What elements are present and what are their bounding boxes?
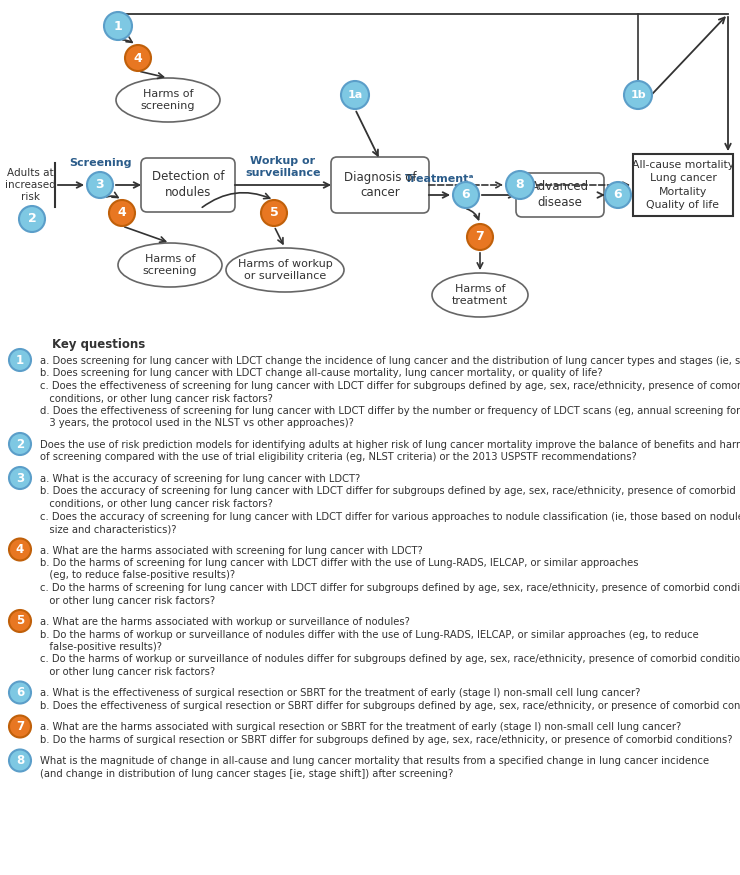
Text: Detection of
nodules: Detection of nodules — [152, 171, 224, 200]
Text: 3: 3 — [16, 472, 24, 485]
Text: a. Does screening for lung cancer with LDCT change the incidence of lung cancer : a. Does screening for lung cancer with L… — [40, 356, 740, 366]
Circle shape — [109, 200, 135, 226]
Circle shape — [9, 716, 31, 738]
Text: Screening: Screening — [69, 158, 131, 168]
Text: conditions, or other lung cancer risk factors?: conditions, or other lung cancer risk fa… — [40, 394, 273, 403]
Text: of screening compared with the use of trial eligibility criteria (eg, NLST crite: of screening compared with the use of tr… — [40, 452, 636, 463]
Text: 7: 7 — [16, 720, 24, 733]
Circle shape — [9, 467, 31, 489]
Text: Harms of workup
or surveillance: Harms of workup or surveillance — [238, 259, 332, 281]
Text: 4: 4 — [16, 543, 24, 556]
Text: or other lung cancer risk factors?: or other lung cancer risk factors? — [40, 596, 215, 605]
Text: What is the magnitude of change in all-cause and lung cancer mortality that resu: What is the magnitude of change in all-c… — [40, 757, 709, 766]
Text: Does the use of risk prediction models for identifying adults at higher risk of : Does the use of risk prediction models f… — [40, 440, 740, 450]
Text: Diagnosis of
cancer: Diagnosis of cancer — [344, 171, 416, 200]
Text: Workup or
surveillance: Workup or surveillance — [245, 157, 320, 178]
Text: 1a: 1a — [347, 90, 363, 100]
Bar — [633, 154, 733, 216]
Text: Adults at
increased
risk: Adults at increased risk — [4, 168, 55, 201]
Text: 2: 2 — [16, 438, 24, 451]
Text: 1b: 1b — [630, 90, 646, 100]
Circle shape — [453, 182, 479, 208]
Text: b. Does the accuracy of screening for lung cancer with LDCT differ for subgroups: b. Does the accuracy of screening for lu… — [40, 487, 736, 496]
Text: a. What is the effectiveness of surgical resection or SBRT for the treatment of : a. What is the effectiveness of surgical… — [40, 689, 640, 698]
Circle shape — [19, 206, 45, 232]
Text: Advanced
disease: Advanced disease — [531, 180, 589, 209]
Text: 3: 3 — [95, 178, 104, 192]
Circle shape — [261, 200, 287, 226]
Text: 4: 4 — [118, 206, 127, 220]
Circle shape — [125, 45, 151, 71]
Circle shape — [87, 172, 113, 198]
Circle shape — [467, 224, 493, 250]
Text: 6: 6 — [462, 188, 471, 201]
Text: 6: 6 — [16, 686, 24, 699]
Text: Harms of
screening: Harms of screening — [143, 254, 198, 276]
Circle shape — [341, 81, 369, 109]
Circle shape — [624, 81, 652, 109]
Text: 2: 2 — [27, 213, 36, 226]
Text: b. Do the harms of screening for lung cancer with LDCT differ with the use of Lu: b. Do the harms of screening for lung ca… — [40, 558, 639, 568]
Circle shape — [104, 12, 132, 40]
Text: (eg, to reduce false-positive results)?: (eg, to reduce false-positive results)? — [40, 570, 235, 580]
Ellipse shape — [432, 273, 528, 317]
Text: 5: 5 — [16, 614, 24, 627]
Text: a. What is the accuracy of screening for lung cancer with LDCT?: a. What is the accuracy of screening for… — [40, 474, 360, 484]
Text: 1: 1 — [16, 354, 24, 367]
Text: a. What are the harms associated with screening for lung cancer with LDCT?: a. What are the harms associated with sc… — [40, 545, 423, 556]
Circle shape — [9, 682, 31, 704]
Text: Key questions: Key questions — [52, 338, 145, 351]
Circle shape — [9, 349, 31, 371]
Text: or other lung cancer risk factors?: or other lung cancer risk factors? — [40, 667, 215, 677]
Text: size and characteristics)?: size and characteristics)? — [40, 524, 177, 534]
Text: c. Does the effectiveness of screening for lung cancer with LDCT differ for subg: c. Does the effectiveness of screening f… — [40, 381, 740, 391]
Text: 7: 7 — [476, 230, 485, 243]
Text: b. Does screening for lung cancer with LDCT change all-cause mortality, lung can: b. Does screening for lung cancer with L… — [40, 368, 602, 379]
Ellipse shape — [118, 243, 222, 287]
Text: 1: 1 — [114, 19, 122, 32]
Text: Treatmentᵃ: Treatmentᵃ — [405, 174, 474, 184]
Text: 8: 8 — [516, 178, 525, 192]
Text: a. What are the harms associated with surgical resection or SBRT for the treatme: a. What are the harms associated with su… — [40, 723, 682, 732]
Text: 5: 5 — [269, 206, 278, 220]
Text: 3 years, the protocol used in the NLST vs other approaches)?: 3 years, the protocol used in the NLST v… — [40, 418, 354, 429]
Circle shape — [506, 171, 534, 199]
Circle shape — [9, 433, 31, 455]
FancyBboxPatch shape — [141, 158, 235, 212]
Ellipse shape — [116, 78, 220, 122]
Text: d. Does the effectiveness of screening for lung cancer with LDCT differ by the n: d. Does the effectiveness of screening f… — [40, 406, 740, 416]
FancyBboxPatch shape — [516, 173, 604, 217]
Text: b. Does the effectiveness of surgical resection or SBRT differ for subgroups def: b. Does the effectiveness of surgical re… — [40, 701, 740, 711]
Text: false-positive results)?: false-positive results)? — [40, 642, 162, 652]
FancyBboxPatch shape — [331, 157, 429, 213]
Text: 8: 8 — [16, 754, 24, 767]
Text: All-cause mortality
Lung cancer
Mortality
Quality of life: All-cause mortality Lung cancer Mortalit… — [632, 160, 734, 210]
Text: c. Does the accuracy of screening for lung cancer with LDCT differ for various a: c. Does the accuracy of screening for lu… — [40, 512, 740, 522]
Text: c. Do the harms of workup or surveillance of nodules differ for subgroups define: c. Do the harms of workup or surveillanc… — [40, 654, 740, 664]
Text: 6: 6 — [613, 188, 622, 201]
Circle shape — [9, 538, 31, 561]
Text: Harms of
screening: Harms of screening — [141, 88, 195, 111]
Text: c. Do the harms of screening for lung cancer with LDCT differ for subgroups defi: c. Do the harms of screening for lung ca… — [40, 583, 740, 593]
Text: Harms of
treatment: Harms of treatment — [452, 284, 508, 306]
Text: conditions, or other lung cancer risk factors?: conditions, or other lung cancer risk fa… — [40, 499, 273, 509]
Circle shape — [605, 182, 631, 208]
Text: b. Do the harms of workup or surveillance of nodules differ with the use of Lung: b. Do the harms of workup or surveillanc… — [40, 629, 699, 640]
Text: a. What are the harms associated with workup or surveillance of nodules?: a. What are the harms associated with wo… — [40, 617, 410, 627]
Ellipse shape — [226, 248, 344, 292]
Text: (and change in distribution of lung cancer stages [ie, stage shift]) after scree: (and change in distribution of lung canc… — [40, 769, 453, 779]
Circle shape — [9, 610, 31, 632]
Circle shape — [9, 750, 31, 772]
Text: 4: 4 — [134, 52, 142, 65]
Text: b. Do the harms of surgical resection or SBRT differ for subgroups defined by ag: b. Do the harms of surgical resection or… — [40, 735, 733, 745]
